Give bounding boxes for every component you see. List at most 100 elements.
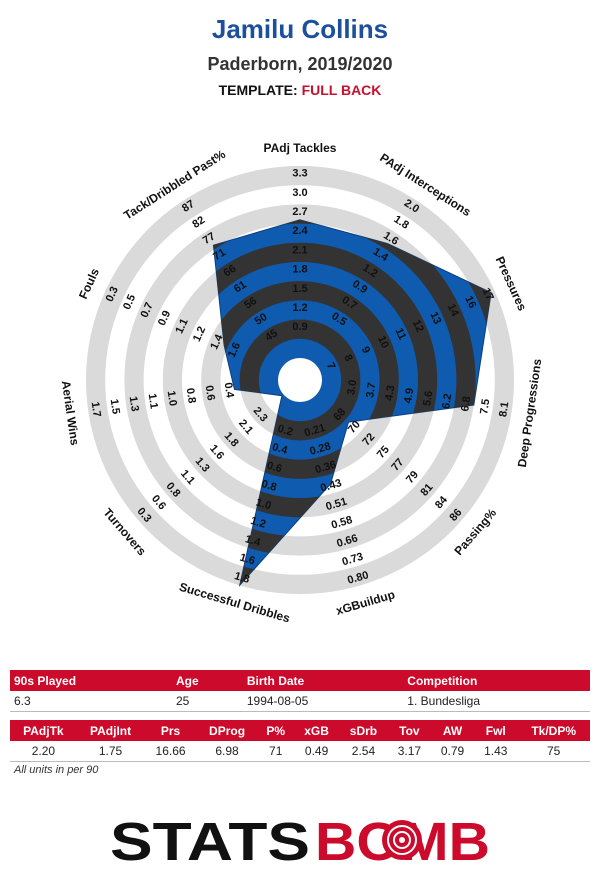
stats-header-row: PAdjTk PAdjInt Prs DProg P% xGB sDrb Tov AW Fwl Tk… bbox=[10, 720, 590, 741]
stats-cell-6: 2.54 bbox=[339, 741, 388, 762]
tick-label-9-6: 0.5 bbox=[121, 293, 138, 312]
tick-label-0-2: 1.5 bbox=[292, 283, 307, 295]
stats-cell-3: 6.98 bbox=[196, 741, 258, 762]
tick-label-6-7: 1.6 bbox=[238, 552, 256, 568]
tick-label-9-3: 1.1 bbox=[173, 317, 190, 336]
tick-label-10-1: 50 bbox=[253, 311, 270, 328]
tick-label-0-3: 1.8 bbox=[292, 264, 307, 276]
tick-label-2-5: 12 bbox=[410, 318, 426, 334]
logo-target-icon bbox=[382, 820, 422, 860]
info-cell-0: 6.3 bbox=[10, 691, 172, 712]
stats-cell-0: 2.20 bbox=[10, 741, 77, 762]
tick-label-2-2: 9 bbox=[359, 345, 372, 356]
template-label: TEMPLATE: bbox=[218, 82, 298, 98]
team-season: Paderborn, 2019/2020 bbox=[207, 54, 393, 74]
info-cell-3: 1. Bundesliga bbox=[403, 691, 590, 712]
stats-cell-1: 1.75 bbox=[76, 741, 145, 762]
tick-label-2-4: 11 bbox=[393, 326, 409, 342]
stats-header-7: Tov bbox=[387, 720, 431, 741]
tick-label-10-4: 66 bbox=[222, 263, 239, 280]
tick-label-5-6: 0.66 bbox=[335, 532, 359, 550]
stats-header-5: xGB bbox=[294, 720, 340, 741]
tick-label-9-4: 0.9 bbox=[156, 309, 173, 328]
tick-label-5-0: 0.21 bbox=[303, 422, 327, 440]
tick-label-3-4: 5.6 bbox=[421, 390, 435, 407]
template-value: FULL BACK bbox=[301, 82, 382, 98]
stats-header-4: P% bbox=[257, 720, 295, 741]
stats-header-9: Fwl bbox=[474, 720, 518, 741]
statsbomb-logo: STATS BOMB bbox=[110, 812, 490, 870]
stats-cell-9: 1.43 bbox=[474, 741, 518, 762]
tick-label-2-6: 13 bbox=[427, 310, 443, 326]
tick-label-3-6: 6.8 bbox=[459, 395, 473, 412]
stats-value-row: 2.20 1.75 16.66 6.98 71 0.49 2.54 3.17 0.79 1.43 7… bbox=[10, 741, 590, 762]
tick-label-2-3: 10 bbox=[375, 334, 391, 350]
info-cell-1: 25 bbox=[171, 691, 243, 712]
stats-header-0: PAdjTk bbox=[10, 720, 77, 741]
tick-label-8-0: 0.4 bbox=[222, 382, 236, 400]
tick-label-2-1: 8 bbox=[341, 353, 354, 364]
tick-label-5-4: 0.51 bbox=[325, 496, 349, 514]
tick-label-3-8: 8.1 bbox=[497, 401, 511, 418]
tick-label-6-1: 0.4 bbox=[271, 441, 290, 457]
stats-header-2: Prs bbox=[144, 720, 197, 741]
tick-label-0-1: 1.2 bbox=[292, 302, 307, 314]
stats-table: PAdjTk PAdjInt Prs DProg P% xGB sDrb Tov AW Fwl Tk… bbox=[10, 720, 590, 762]
tick-label-9-0: 1.6 bbox=[226, 341, 243, 360]
tick-label-5-7: 0.73 bbox=[341, 551, 365, 569]
axis-label-3: Deep Progressions bbox=[515, 358, 545, 469]
tick-label-10-7: 82 bbox=[190, 214, 207, 231]
tick-label-6-0: 0.2 bbox=[276, 423, 294, 439]
tick-label-0-8: 3.3 bbox=[292, 168, 307, 180]
axis-label-0: PAdj Tackles bbox=[264, 141, 337, 155]
axis-label-9: Fouls bbox=[76, 266, 102, 301]
tick-label-0-7: 3.0 bbox=[292, 187, 307, 199]
tick-label-5-2: 0.36 bbox=[314, 459, 338, 477]
tick-label-0-4: 2.1 bbox=[292, 244, 307, 256]
tick-label-6-2: 0.6 bbox=[265, 460, 283, 476]
units-footnote: All units in per 90 bbox=[14, 764, 99, 776]
tick-label-10-2: 56 bbox=[242, 295, 259, 312]
tick-label-10-0: 45 bbox=[263, 327, 280, 344]
tick-label-10-6: 77 bbox=[201, 230, 218, 247]
tick-label-8-2: 0.8 bbox=[184, 387, 198, 404]
stats-header-1: PAdjInt bbox=[76, 720, 145, 741]
stats-header-10: Tk/DP% bbox=[517, 720, 590, 741]
axis-label-5: xGBuildup bbox=[334, 587, 396, 618]
tick-label-6-4: 1.0 bbox=[254, 496, 272, 512]
tick-label-10-3: 61 bbox=[232, 279, 249, 296]
tick-label-0-6: 2.7 bbox=[292, 206, 307, 218]
tick-label-10-8: 87 bbox=[180, 198, 197, 215]
stats-cell-4: 71 bbox=[257, 741, 295, 762]
template-line: TEMPLATE: FULL BACK bbox=[0, 82, 600, 98]
info-header-row: 90s Played Age Birth Date Competition bbox=[10, 670, 590, 691]
tick-label-8-6: 1.5 bbox=[108, 398, 122, 415]
player-name: Jamilu Collins bbox=[211, 14, 389, 44]
tick-label-5-1: 0.28 bbox=[308, 440, 332, 458]
info-value-row: 6.3 25 1994-08-05 1. Bundesliga bbox=[10, 691, 590, 712]
tick-label-2-8: 16 bbox=[462, 294, 478, 310]
radar-chart: 0.9 1.2 1.5 1.8 2.1 2.4 2.7 3.0 3.3 PAdj Tackles 0… bbox=[59, 141, 545, 626]
tick-label-8-1: 0.6 bbox=[203, 385, 217, 402]
tick-label-9-7: 0.3 bbox=[104, 285, 121, 304]
tick-label-2-0: 7 bbox=[324, 361, 337, 372]
stats-cell-5: 0.49 bbox=[294, 741, 340, 762]
tick-label-9-2: 1.2 bbox=[191, 325, 208, 344]
tick-label-6-8: 1.8 bbox=[233, 570, 251, 586]
stats-cell-2: 16.66 bbox=[144, 741, 197, 762]
tick-label-8-7: 1.7 bbox=[89, 401, 103, 418]
info-header-0: 90s Played bbox=[10, 670, 172, 691]
stats-header-8: AW bbox=[430, 720, 475, 741]
tick-label-2-7: 14 bbox=[445, 302, 461, 319]
tick-label-10-5: 71 bbox=[211, 246, 228, 263]
tick-label-5-5: 0.58 bbox=[330, 514, 354, 532]
stats-cell-7: 3.17 bbox=[387, 741, 431, 762]
tick-label-5-3: 0.43 bbox=[319, 477, 343, 495]
info-header-2: Birth Date bbox=[242, 670, 404, 691]
info-cell-2: 1994-08-05 bbox=[242, 691, 404, 712]
radar-center bbox=[278, 358, 322, 402]
tick-label-0-5: 2.4 bbox=[292, 225, 308, 237]
stats-header-6: sDrb bbox=[339, 720, 388, 741]
tick-label-8-5: 1.3 bbox=[127, 395, 141, 412]
info-header-3: Competition bbox=[403, 670, 590, 691]
